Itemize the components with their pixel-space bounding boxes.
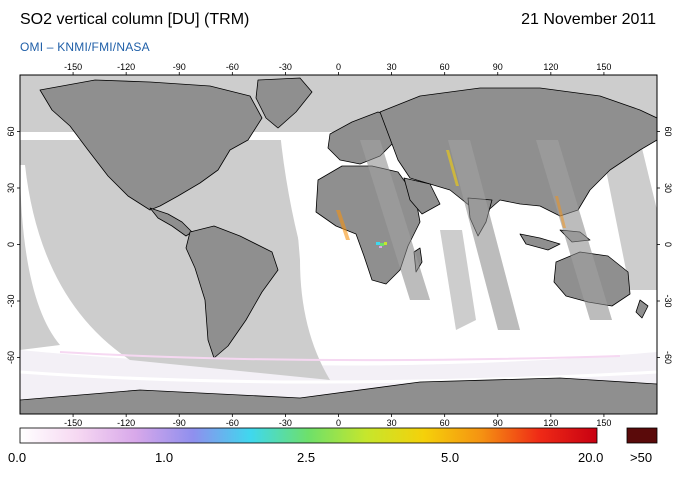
lat-tick-label-right: -60 — [663, 351, 673, 364]
lon-ticks-bottom: -150 -120 -90 -60 -30 0 30 60 90 120 150 — [64, 414, 611, 428]
map-credit: OMI – KNMI/FMI/NASA — [20, 40, 150, 54]
lat-tick-label-right: 60 — [663, 126, 673, 136]
colorbar-label-1: 1.0 — [155, 450, 174, 465]
map-plot — [20, 75, 657, 414]
lon-tick-label-bottom: 60 — [440, 418, 450, 428]
lon-tick-label-bottom: 150 — [596, 418, 611, 428]
lon-tick-label-bottom: 30 — [387, 418, 397, 428]
lon-tick-label-top: 90 — [493, 62, 503, 72]
lat-tick-label-left: 0 — [6, 242, 16, 247]
lon-tick-label-top: 30 — [387, 62, 397, 72]
land — [20, 77, 657, 414]
lat-tick-label-left: 30 — [6, 183, 16, 193]
no-data-swath-4 — [600, 140, 657, 290]
lon-tick-label-bottom: -90 — [173, 418, 186, 428]
lat-tick-label-left: -30 — [6, 294, 16, 307]
lon-tick-label-bottom: 120 — [543, 418, 558, 428]
lon-tick-label-bottom: 90 — [493, 418, 503, 428]
lon-tick-label-top: -60 — [226, 62, 239, 72]
colorbar-label-4: 20.0 — [578, 450, 604, 465]
lon-ticks-top: -150 -120 -90 -60 -30 0 30 60 90 120 150 — [64, 62, 611, 75]
lat-tick-label-left: -60 — [6, 351, 16, 364]
colorbar-label-5: >50 — [630, 450, 653, 465]
lon-tick-label-bottom: -60 — [226, 418, 239, 428]
lat-tick-label-right: 0 — [663, 242, 673, 247]
lon-tick-label-bottom: 0 — [336, 418, 341, 428]
lon-tick-label-bottom: -120 — [117, 418, 135, 428]
lat-tick-label-right: -30 — [663, 294, 673, 307]
lon-tick-label-top: 60 — [440, 62, 450, 72]
colorbar-label-3: 5.0 — [441, 450, 460, 465]
colorbar-label-0: 0.0 — [8, 450, 27, 465]
lon-tick-label-top: 0 — [336, 62, 341, 72]
lat-ticks-right: 60 30 0 -30 -60 — [657, 126, 673, 364]
colorbar-label-2: 2.5 — [297, 450, 316, 465]
no-data-swath-pacific — [20, 140, 330, 380]
lat-tick-label-left: 60 — [6, 126, 16, 136]
map-title: SO2 vertical column [DU] (TRM) — [20, 11, 250, 28]
lon-tick-label-top: 120 — [543, 62, 558, 72]
lon-tick-label-top: -150 — [64, 62, 82, 72]
lon-tick-label-bottom: -30 — [279, 418, 292, 428]
so2-pixels — [59, 150, 621, 362]
lon-tick-label-top: -120 — [117, 62, 135, 72]
map-date: 21 November 2011 — [521, 11, 656, 28]
colorbar-overflow — [626, 427, 658, 444]
lon-tick-label-top: 150 — [596, 62, 611, 72]
lon-tick-label-bottom: -150 — [64, 418, 82, 428]
lat-tick-label-right: 30 — [663, 183, 673, 193]
lat-ticks-left: 60 30 0 -30 -60 — [6, 126, 20, 364]
colorbar-scale — [19, 427, 598, 444]
lon-tick-label-top: -30 — [279, 62, 292, 72]
lon-tick-label-top: -90 — [173, 62, 186, 72]
